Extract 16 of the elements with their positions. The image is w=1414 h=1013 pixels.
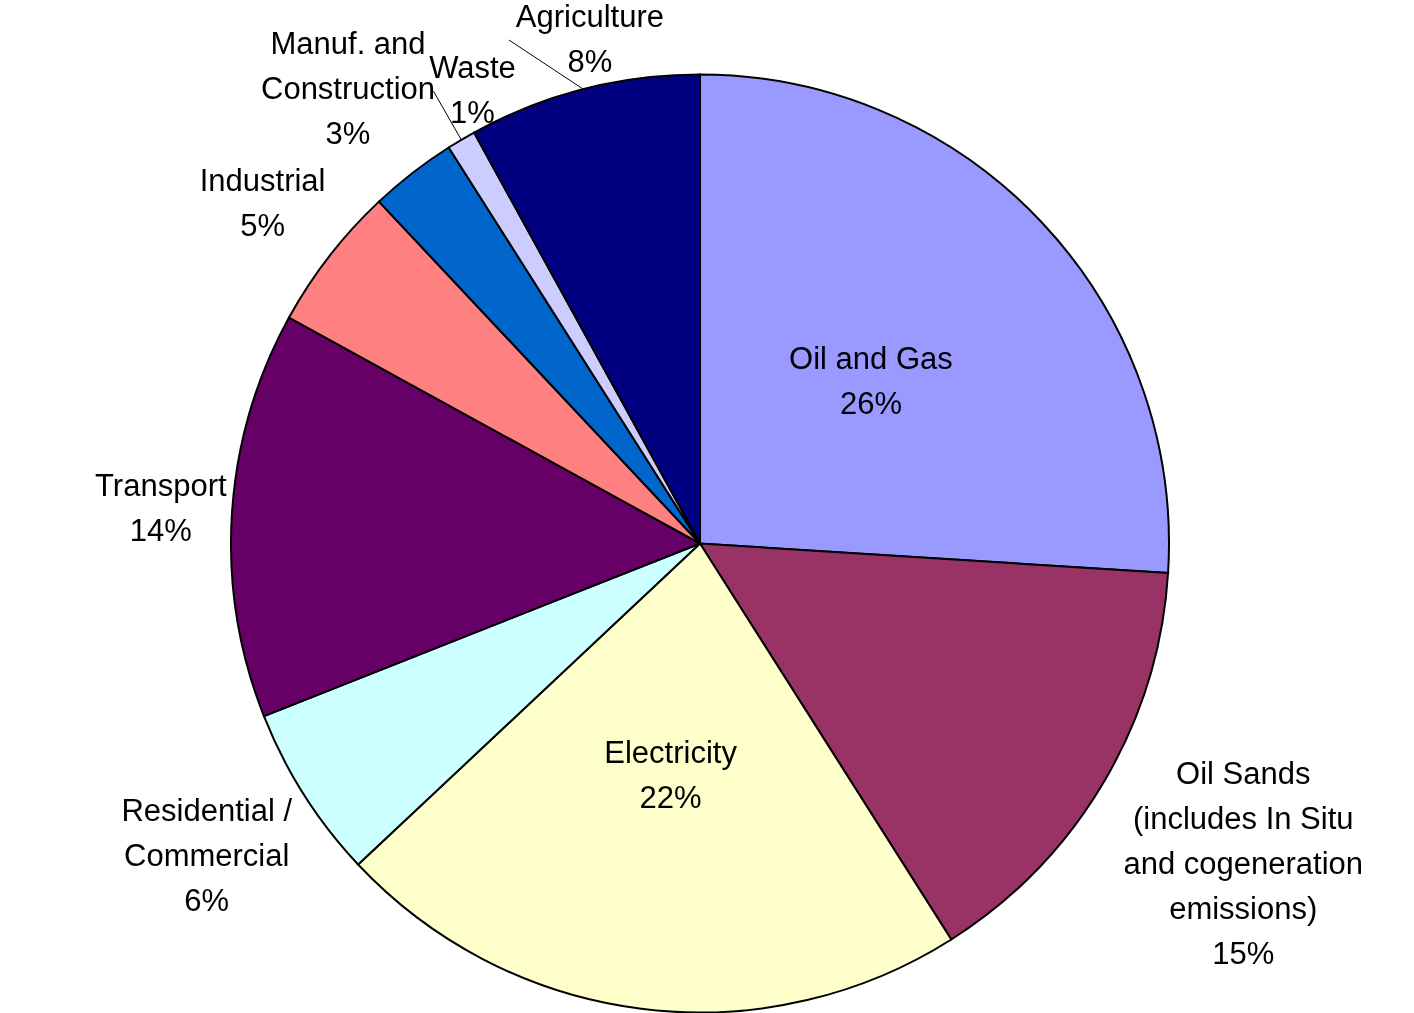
slice-label: Industrial (199, 162, 326, 198)
data-label: 22% (639, 779, 702, 815)
data-label: 14% (129, 513, 192, 549)
data-label: 8% (567, 43, 613, 79)
data-label: 15% (1212, 935, 1275, 971)
data-label: 1% (450, 94, 495, 130)
slice-label: Oil Sands (includes In Situ and cogeneration emissions) (1123, 755, 1364, 926)
slice-label: Agriculture (515, 0, 665, 34)
data-label: 6% (184, 882, 230, 918)
slice-label: Transport (95, 468, 227, 504)
data-label: 5% (240, 207, 285, 243)
data-label: 3% (325, 115, 371, 151)
slice-label: Residential / Commercial (121, 792, 293, 873)
slice-label: Oil and Gas (789, 341, 953, 377)
slice-label: Electricity (604, 734, 738, 770)
data-label: 26% (839, 386, 902, 422)
